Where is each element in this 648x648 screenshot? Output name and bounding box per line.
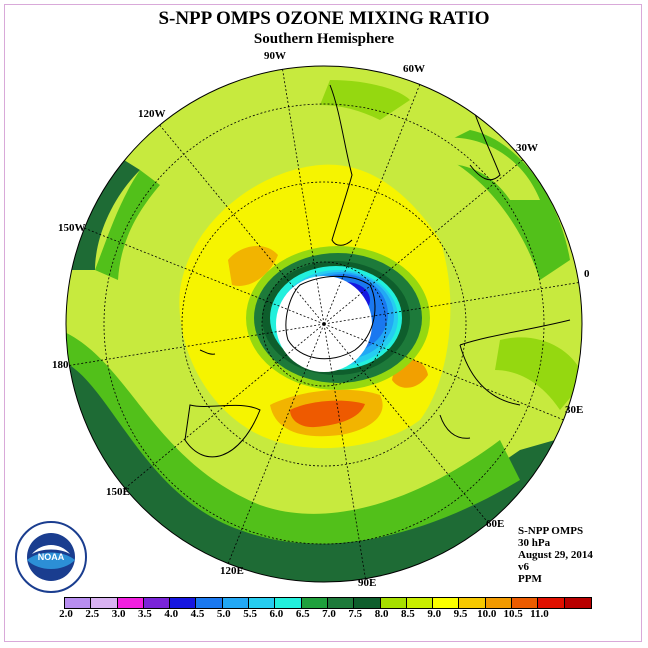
info-level: 30 hPa [518, 537, 551, 549]
lon-label-150e: 150E [106, 486, 130, 498]
colorbar-swatch [380, 598, 407, 608]
colorbar-tick-label: 10.5 [503, 608, 523, 620]
australia-coast [184, 404, 261, 458]
colorbar-tick-label: 4.0 [164, 608, 179, 620]
colorbar-swatch [301, 598, 328, 608]
colorbar-swatch [433, 598, 460, 608]
colorbar-swatch [249, 598, 276, 608]
lon-label-90e: 90E [358, 577, 377, 589]
colorbar-swatch [222, 598, 250, 608]
antarctica-coast [285, 275, 376, 360]
map-subtitle: Southern Hemisphere [253, 31, 395, 47]
colorbar-tick-label: 11.0 [530, 608, 549, 620]
colorbar-tick-label: 5.0 [216, 608, 231, 620]
lon-label-150w: 150W [58, 222, 86, 234]
colorbar-tick-label: 7.5 [348, 608, 363, 620]
colorbar-swatch [65, 598, 92, 608]
colorbar-swatch [538, 598, 565, 608]
lon-label-30w: 30W [516, 142, 538, 154]
colorbar-swatch [143, 598, 171, 608]
logo-text: NOAA [38, 552, 65, 562]
info-units: PPM [518, 573, 542, 585]
map-title: S-NPP OMPS OZONE MIXING RATIO [158, 8, 490, 29]
colorbar-tick-label: 8.0 [374, 608, 389, 620]
colorbar-swatch [564, 598, 591, 608]
lon-label-60e: 60E [486, 518, 505, 530]
colorbar-tick-label: 10.0 [477, 608, 497, 620]
colorbar-tick-label: 9.5 [453, 608, 468, 620]
map-frame [4, 4, 642, 642]
lon-label-120w: 120W [138, 108, 166, 120]
colorbar-swatch [485, 598, 513, 608]
info-date: August 29, 2014 [518, 549, 593, 561]
lon-label-30e: 30E [565, 404, 584, 416]
lon-label-180: 180 [52, 359, 69, 371]
info-block: S-NPP OMPS 30 hPa August 29, 2014 v6 PPM [518, 525, 593, 585]
colorbar-tick-label: 8.5 [401, 608, 415, 620]
colorbar-swatch [327, 598, 355, 608]
colorbar-tick-label: 6.5 [295, 608, 310, 620]
colorbar-tick-label: 9.0 [427, 608, 442, 620]
colorbar-swatch [275, 598, 302, 608]
colorbar-tick-label: 2.5 [85, 608, 100, 620]
colorbar-tick-label: 6.0 [269, 608, 284, 620]
colorbar-swatch [196, 598, 223, 608]
colorbar-tick-label: 3.5 [138, 608, 152, 620]
colorbar-tick-label: 2.0 [59, 608, 73, 620]
info-version: v6 [518, 561, 529, 573]
lon-label-120e: 120E [220, 565, 244, 577]
colorbar-swatch [117, 598, 144, 608]
colorbar-swatch [354, 598, 381, 608]
colorbar-tick-label: 7.0 [322, 608, 336, 620]
colorbar-swatch [459, 598, 486, 608]
lon-label-0: 0 [584, 268, 590, 280]
lon-label-90w: 90W [264, 50, 286, 62]
colorbar-tick-label: 5.5 [243, 608, 257, 620]
colorbar-tick-label: 4.5 [190, 608, 205, 620]
colorbar-swatch [406, 598, 434, 608]
colorbar-swatch [170, 598, 197, 608]
low-ozone-band [66, 330, 582, 582]
colorbar-tick-label: 3.0 [111, 608, 126, 620]
map-boundary [65, 65, 583, 583]
south-america-coast [329, 84, 353, 246]
colorbar-swatch [512, 598, 539, 608]
noaa-logo: NOAA [15, 521, 87, 593]
colorbar [64, 597, 592, 609]
lon-label-60w: 60W [403, 63, 425, 75]
info-instrument: S-NPP OMPS [518, 525, 584, 537]
colorbar-swatch [91, 598, 118, 608]
africa-coast [459, 319, 571, 406]
